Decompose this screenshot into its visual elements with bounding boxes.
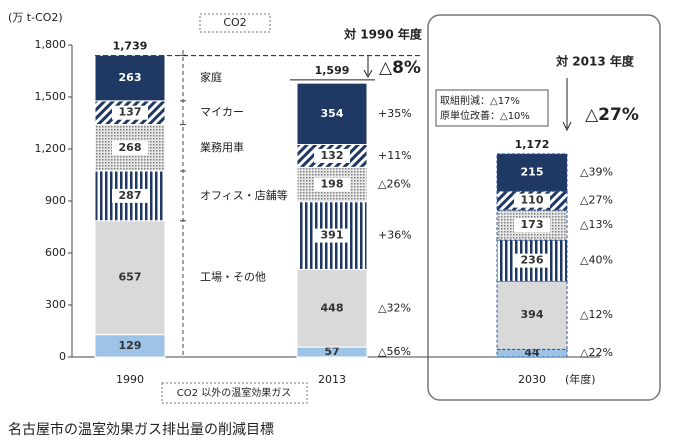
change-label: △13%	[580, 218, 613, 231]
change-label: +11%	[378, 149, 412, 162]
value-label: 132	[321, 149, 344, 162]
x-label: (年度)	[565, 372, 596, 386]
label-bg	[514, 253, 550, 268]
vs-2013-value: △27%	[585, 105, 639, 125]
value-label: 448	[321, 301, 344, 314]
total-label: 1,599	[315, 64, 350, 77]
label-bg	[314, 177, 350, 192]
change-label: △27%	[580, 194, 613, 207]
change-label: △56%	[378, 345, 411, 358]
value-label: 287	[119, 189, 142, 202]
value-label: 137	[119, 106, 142, 119]
y-tick-label: 1,500	[35, 90, 67, 103]
change-label: +35%	[378, 107, 412, 120]
value-label: 198	[321, 178, 344, 191]
value-label: 57	[324, 345, 339, 358]
non-co2-box	[161, 382, 308, 404]
value-label: 657	[119, 271, 142, 284]
value-label: 394	[521, 308, 544, 321]
x-tick-label: 2013	[318, 373, 346, 386]
change-label: △22%	[580, 346, 613, 359]
bar-segment	[94, 54, 166, 102]
change-label: △26%	[378, 178, 411, 191]
change-label: △12%	[580, 308, 613, 321]
label-bg	[514, 193, 550, 208]
label-bg	[314, 228, 350, 243]
label-bg	[112, 105, 148, 120]
label-bg	[112, 140, 148, 155]
bar-segment	[296, 82, 368, 145]
change-label: △40%	[580, 254, 613, 267]
x-tick-label: 2030	[518, 373, 546, 386]
y-tick-label: 600	[45, 246, 66, 259]
co2-box	[199, 13, 271, 33]
x-tick-label: 1990	[116, 373, 144, 386]
target-frame	[427, 14, 661, 401]
legend-label: 業務用車	[200, 140, 244, 154]
vs-1990-value: △8%	[379, 58, 421, 78]
y-tick-label: 0	[59, 350, 66, 363]
arrow-head	[562, 121, 572, 132]
value-label: 268	[119, 141, 142, 154]
total-label: 1,739	[113, 40, 148, 53]
value-label: 110	[521, 194, 544, 207]
caption: 名古屋市の温室効果ガス排出量の削減目標	[8, 421, 274, 438]
legend-label: マイカー	[200, 106, 244, 119]
arrow-head	[363, 69, 373, 79]
value-label: 173	[521, 218, 544, 231]
label-bg	[514, 218, 550, 233]
label-bg	[314, 148, 350, 163]
change-label: △32%	[378, 301, 411, 314]
y-tick-label: 1,200	[35, 142, 67, 155]
legend-label: 家庭	[200, 70, 222, 84]
value-label: 129	[119, 339, 142, 352]
note: 取組削減：△17%	[440, 94, 520, 107]
co2-label: CO2	[223, 16, 246, 29]
legend-label: オフィス・店舗等	[200, 188, 288, 202]
value-label: 354	[321, 107, 344, 120]
y-tick-label: 1,800	[35, 38, 67, 51]
legend-label: CO2 以外の温室効果ガス	[177, 386, 291, 399]
value-label: 236	[521, 254, 544, 267]
unit-label: (万 t-CO2)	[8, 11, 63, 24]
bar-segment	[496, 153, 568, 192]
y-tick-label: 900	[45, 194, 66, 207]
legend-label: 工場・その他	[200, 271, 266, 284]
y-tick-label: 300	[45, 298, 66, 311]
change-label: +36%	[378, 229, 412, 242]
change-label: △39%	[580, 165, 613, 178]
bar-segment	[296, 268, 368, 348]
value-label: 263	[119, 71, 142, 84]
total-label: 1,172	[515, 138, 550, 151]
vs-2013-title: 対 2013 年度	[555, 54, 635, 69]
notes-box	[435, 89, 549, 127]
vs-1990-title: 対 1990 年度	[343, 27, 423, 42]
note: 原単位改善：△10%	[440, 109, 530, 122]
label-bg	[112, 188, 148, 203]
value-label: 215	[521, 165, 544, 178]
value-label: 391	[321, 229, 344, 242]
